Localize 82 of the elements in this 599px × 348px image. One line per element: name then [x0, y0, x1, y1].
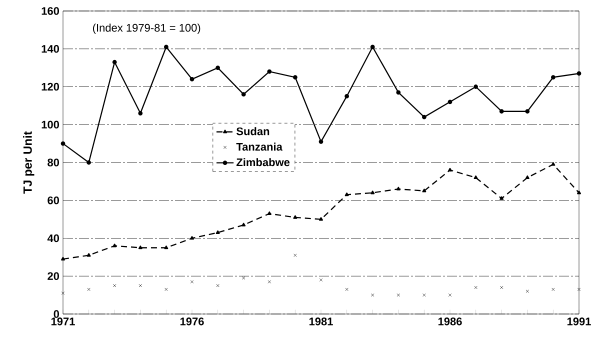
point [216, 230, 220, 234]
annotation: (Index 1979-81 = 100) [93, 24, 200, 34]
point [61, 256, 65, 260]
point [448, 168, 452, 172]
point [396, 90, 401, 95]
point [241, 92, 246, 97]
y-tick-label: 60 [48, 196, 60, 204]
point [525, 175, 530, 180]
point [422, 114, 426, 120]
point [112, 284, 116, 288]
point [319, 278, 323, 282]
point [190, 76, 194, 82]
point [216, 66, 220, 70]
point [370, 293, 374, 297]
point [344, 94, 350, 98]
point [268, 280, 272, 284]
point [60, 141, 66, 146]
point [370, 190, 375, 194]
point [318, 139, 324, 144]
point [576, 71, 582, 76]
point [552, 288, 555, 291]
point [500, 286, 504, 290]
point [242, 276, 246, 280]
y-tick-label: 20 [48, 272, 60, 280]
y-axis-title: TJ per Unit [23, 131, 34, 194]
legend-label: Tanzania [236, 142, 282, 151]
point [422, 293, 426, 297]
point [448, 100, 452, 104]
point [577, 288, 581, 291]
y-tick-label: 120 [42, 82, 60, 91]
x-tick-label: 1986 [438, 318, 462, 326]
point [61, 292, 65, 295]
point [526, 290, 530, 293]
y-tick-label: 160 [42, 7, 60, 15]
point [87, 288, 90, 291]
point [396, 293, 400, 297]
x-tick-label: 1981 [309, 318, 333, 326]
legend-label: Sudan [236, 127, 270, 136]
point [345, 288, 348, 291]
point [164, 246, 168, 250]
y-tick-label: 140 [42, 44, 60, 53]
point [396, 186, 400, 190]
point [267, 211, 272, 216]
point [190, 280, 194, 284]
legend-label: Zimbabwe [236, 158, 290, 166]
point [294, 254, 297, 257]
point [370, 44, 375, 50]
point [164, 44, 168, 50]
y-tick-label: 80 [48, 158, 60, 166]
point [86, 160, 91, 165]
point [164, 288, 168, 291]
point [500, 196, 504, 200]
point [344, 192, 349, 196]
point [448, 293, 452, 297]
point [474, 84, 478, 89]
point [112, 244, 117, 248]
x-tick-label: 1971 [51, 318, 75, 326]
point [293, 75, 298, 80]
point [577, 190, 581, 194]
point [319, 217, 323, 221]
x-tick-label: 1991 [567, 318, 591, 326]
y-tick-label: 0 [54, 310, 60, 318]
point [551, 75, 556, 80]
point [138, 284, 142, 288]
point [216, 284, 220, 288]
point [551, 162, 556, 166]
point [525, 109, 530, 114]
point [474, 286, 478, 290]
point [138, 246, 142, 250]
y-tick-label: 40 [47, 234, 60, 242]
point [86, 253, 91, 257]
point [474, 175, 478, 180]
y-tick-label: 100 [42, 120, 60, 129]
point [190, 236, 194, 240]
point [499, 109, 504, 114]
point [138, 111, 143, 116]
point [112, 60, 117, 64]
point [242, 222, 246, 226]
point [422, 188, 426, 192]
x-tick-label: 1976 [180, 318, 204, 326]
point [293, 215, 298, 219]
point [267, 69, 272, 74]
